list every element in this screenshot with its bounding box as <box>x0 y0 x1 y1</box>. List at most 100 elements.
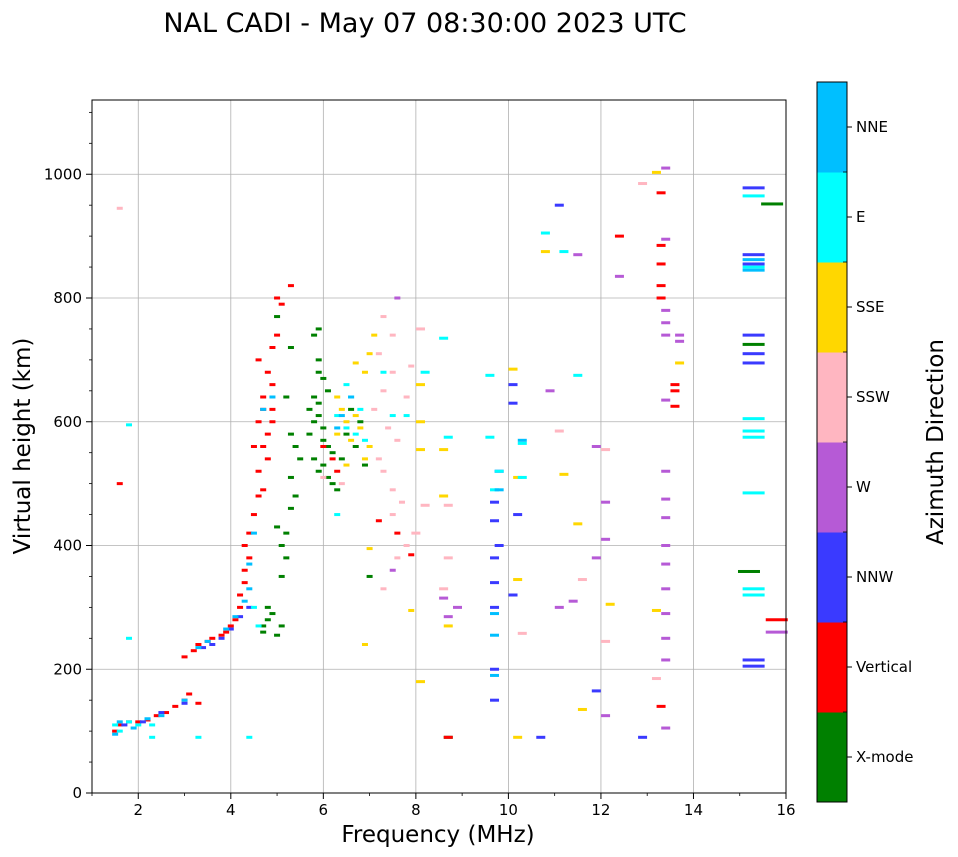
data-point-w <box>765 630 788 634</box>
data-point-sse <box>366 445 373 448</box>
data-point-e <box>135 723 142 727</box>
x-tick-label: 2 <box>133 801 143 819</box>
data-point-vertical <box>656 191 666 195</box>
data-point-w <box>661 237 671 241</box>
data-point-e <box>195 735 202 739</box>
data-point-w <box>661 726 671 730</box>
data-point-ssw <box>116 206 123 210</box>
data-point-x-mode <box>306 407 313 411</box>
data-point-vertical <box>255 494 262 498</box>
data-point-nne <box>112 732 119 736</box>
data-point-sse <box>371 333 378 337</box>
data-point-nnw <box>508 593 518 597</box>
data-point-vertical <box>274 296 281 300</box>
colorbar-frame <box>816 81 848 803</box>
data-point-w <box>675 333 685 337</box>
x-axis-label: Frequency (MHz) <box>341 822 534 848</box>
colorbar-segment-nne <box>817 82 847 173</box>
data-point-w <box>389 568 396 572</box>
data-point-nnw <box>200 646 207 650</box>
data-point-vertical <box>241 581 248 585</box>
colorbar-label: Azimuth Direction <box>923 339 949 545</box>
data-point-sse <box>361 643 368 646</box>
data-point-w <box>675 339 685 343</box>
data-point-nne <box>490 633 500 637</box>
data-point-ssw <box>338 482 345 486</box>
data-point-ssw <box>380 389 387 393</box>
data-point-e <box>540 231 550 235</box>
colorbar-tick-label: SSE <box>856 298 885 316</box>
data-point-ssw <box>389 370 396 374</box>
data-point-w <box>573 253 583 257</box>
data-point-x-mode <box>269 612 276 616</box>
data-point-ssw <box>389 488 396 492</box>
data-point-w <box>661 333 671 337</box>
data-point-nnw <box>494 544 504 547</box>
data-point-x-mode <box>343 432 350 436</box>
data-point-x-mode <box>297 457 304 461</box>
data-point-sse <box>408 608 415 612</box>
data-point-ssw <box>443 503 453 507</box>
data-point-ssw <box>411 531 421 535</box>
data-point-ssw <box>415 327 425 331</box>
data-point-sse <box>415 448 425 452</box>
data-point-sse <box>334 395 341 399</box>
data-point-e <box>116 729 123 733</box>
data-point-e <box>361 438 368 442</box>
colorbar-segment-nnw <box>817 532 847 623</box>
data-point-x-mode <box>324 389 331 393</box>
data-point-nne <box>116 720 123 724</box>
data-point-nne <box>490 612 500 616</box>
axes: 2 4 6 8 10 12 14 16 0 200 400 600 800 1000 <box>44 99 796 819</box>
data-point-nnw <box>638 735 648 739</box>
colorbar: X-mode Vertical NNW W SSW SSE E NNE <box>816 81 913 803</box>
data-point-e <box>517 475 527 479</box>
chart-title: NAL CADI - May 07 08:30:00 2023 UTC <box>163 8 686 39</box>
data-point-w <box>661 636 671 640</box>
data-point-e <box>343 383 350 387</box>
data-point-e <box>742 587 765 591</box>
data-point-w <box>601 714 611 718</box>
data-point-vertical <box>765 618 788 622</box>
data-point-ssw <box>380 469 387 473</box>
data-point-vertical <box>186 692 193 696</box>
data-point-x-mode <box>320 426 327 430</box>
data-point-sse <box>338 407 345 411</box>
data-point-nnw <box>508 383 518 387</box>
data-point-w <box>443 615 453 619</box>
data-point-x-mode <box>324 445 331 448</box>
x-tick-label: 16 <box>776 801 795 819</box>
data-point-w <box>661 497 671 501</box>
data-point-nnw <box>121 723 128 727</box>
data-point-x-mode <box>315 401 322 405</box>
data-point-x-mode <box>352 445 359 448</box>
data-point-vertical <box>670 404 680 408</box>
data-point-ssw <box>403 544 410 547</box>
data-point-e <box>485 373 495 377</box>
data-point-x-mode <box>287 475 294 479</box>
data-point-e <box>443 435 453 439</box>
data-point-e <box>357 407 364 411</box>
data-point-sse <box>513 475 523 479</box>
data-point-e <box>517 441 527 445</box>
y-tick-label: 400 <box>53 537 82 555</box>
data-point-x-mode <box>260 624 267 628</box>
data-point-ssw <box>638 182 648 186</box>
data-point-vertical <box>394 531 401 535</box>
data-point-nne <box>195 646 202 650</box>
data-point-nnw <box>490 667 500 671</box>
colorbar-segment-w <box>817 442 847 533</box>
data-point-nne <box>241 599 248 603</box>
data-point-vertical <box>153 714 160 718</box>
data-point-sse <box>540 250 550 254</box>
data-point-vertical <box>408 553 415 557</box>
data-point-vertical <box>241 568 248 572</box>
data-point-vertical <box>112 729 119 733</box>
data-point-nne <box>517 438 527 442</box>
data-point-vertical <box>209 636 216 640</box>
data-point-sse <box>343 463 350 467</box>
data-point-w <box>545 389 555 393</box>
y-tick-label: 0 <box>72 784 82 802</box>
data-point-nnw <box>490 698 500 702</box>
x-tick-label: 14 <box>684 801 703 819</box>
